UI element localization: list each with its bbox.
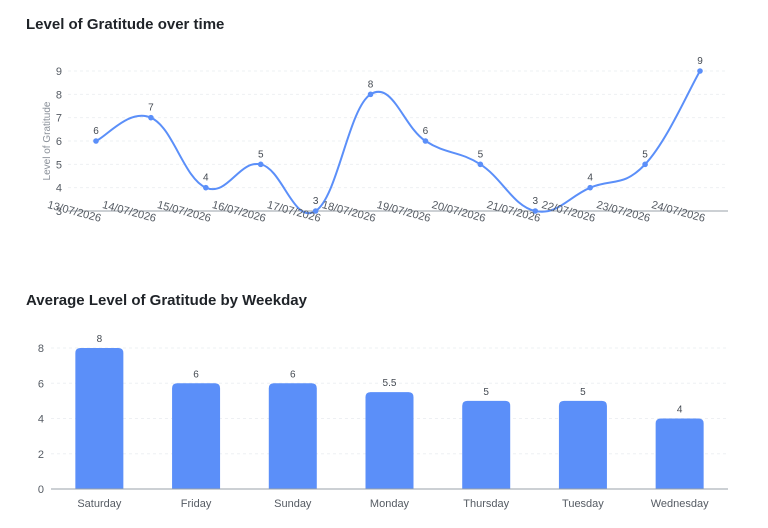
data-point bbox=[312, 208, 319, 214]
data-label: 5 bbox=[580, 387, 586, 398]
bar bbox=[365, 392, 414, 489]
bar bbox=[268, 383, 317, 489]
line-chart-panel: Level of Gratitude over time 3 4 5 6 7 8 9 Leve… bbox=[26, 16, 728, 225]
data-label: 5 bbox=[478, 149, 484, 160]
y-tick-label: 7 bbox=[56, 113, 62, 125]
data-label: 6 bbox=[193, 369, 199, 380]
x-tick-label: 13/07/2026 bbox=[46, 199, 102, 225]
data-label: 4 bbox=[677, 405, 683, 416]
data-label: 5 bbox=[483, 387, 489, 398]
x-tick-label: Monday bbox=[370, 498, 410, 510]
y-tick-label: 9 bbox=[56, 66, 62, 78]
bar bbox=[172, 383, 221, 489]
y-tick-label: 2 bbox=[38, 449, 44, 461]
data-point bbox=[642, 161, 648, 168]
data-label: 6 bbox=[423, 126, 429, 137]
data-label: 8 bbox=[368, 79, 374, 90]
y-tick-label: 4 bbox=[38, 414, 44, 426]
data-label: 4 bbox=[203, 173, 209, 184]
x-tick-label: 15/07/2026 bbox=[156, 199, 212, 225]
x-tick-label: 23/07/2026 bbox=[595, 199, 651, 225]
data-point bbox=[422, 138, 429, 144]
y-tick-label: 5 bbox=[56, 159, 62, 171]
bar bbox=[75, 348, 124, 489]
data-label: 5 bbox=[258, 149, 264, 160]
data-label: 6 bbox=[290, 369, 296, 380]
bar bbox=[558, 400, 607, 489]
y-tick-label: 8 bbox=[56, 89, 62, 101]
x-tick-label: 19/07/2026 bbox=[375, 199, 431, 225]
x-tick-label: 24/07/2026 bbox=[650, 199, 706, 225]
data-label: 9 bbox=[697, 56, 703, 67]
y-tick-label: 8 bbox=[38, 343, 44, 355]
bar-chart-title: Average Level of Gratitude by Weekday bbox=[26, 292, 307, 309]
data-point bbox=[367, 91, 374, 98]
x-tick-label: 14/07/2026 bbox=[101, 199, 157, 225]
y-tick-label: 6 bbox=[56, 136, 62, 148]
x-tick-label: Thursday bbox=[463, 498, 509, 510]
x-tick-label: Saturday bbox=[77, 498, 122, 510]
x-tick-label: Tuesday bbox=[562, 498, 604, 510]
data-label: 6 bbox=[93, 126, 99, 137]
y-tick-label: 0 bbox=[38, 484, 44, 496]
bar bbox=[655, 418, 704, 489]
x-tick-label: Wednesday bbox=[651, 498, 709, 510]
y-tick-label: 4 bbox=[56, 183, 62, 195]
data-point bbox=[532, 208, 539, 214]
data-point bbox=[587, 184, 593, 191]
data-label: 8 bbox=[97, 334, 103, 345]
line-chart-title: Level of Gratitude over time bbox=[26, 16, 225, 33]
data-label: 5.5 bbox=[383, 378, 397, 389]
x-tick-label: 20/07/2026 bbox=[430, 199, 486, 225]
x-tick-label: Friday bbox=[181, 498, 212, 510]
y-tick-label: 3 bbox=[56, 206, 62, 218]
y-tick-label: 6 bbox=[38, 378, 44, 390]
data-label: 4 bbox=[587, 173, 593, 184]
data-point bbox=[93, 138, 99, 144]
data-point bbox=[257, 161, 264, 168]
x-tick-label: Sunday bbox=[274, 498, 312, 510]
series-line bbox=[95, 70, 701, 215]
bar-chart-panel: Average Level of Gratitude by Weekday 0 2… bbox=[0, 282, 768, 528]
bar bbox=[462, 400, 511, 489]
data-label: 3 bbox=[313, 196, 319, 207]
x-tick-label: 22/07/2026 bbox=[540, 199, 596, 225]
data-point bbox=[697, 68, 703, 74]
y-axis-label: Level of Gratitude bbox=[42, 101, 53, 180]
data-point bbox=[477, 161, 484, 168]
data-point bbox=[148, 114, 154, 121]
data-label: 7 bbox=[148, 103, 154, 114]
data-label: 5 bbox=[642, 149, 648, 160]
x-tick-label: 18/07/2026 bbox=[321, 199, 377, 225]
bar-chart: 0 2 4 6 8 8 Saturday 6 Friday 6 Sunday 5.5 Monday 5 Th… bbox=[38, 334, 728, 510]
data-label: 3 bbox=[532, 196, 538, 207]
data-point bbox=[203, 184, 209, 191]
x-tick-label: 16/07/2026 bbox=[211, 199, 267, 225]
